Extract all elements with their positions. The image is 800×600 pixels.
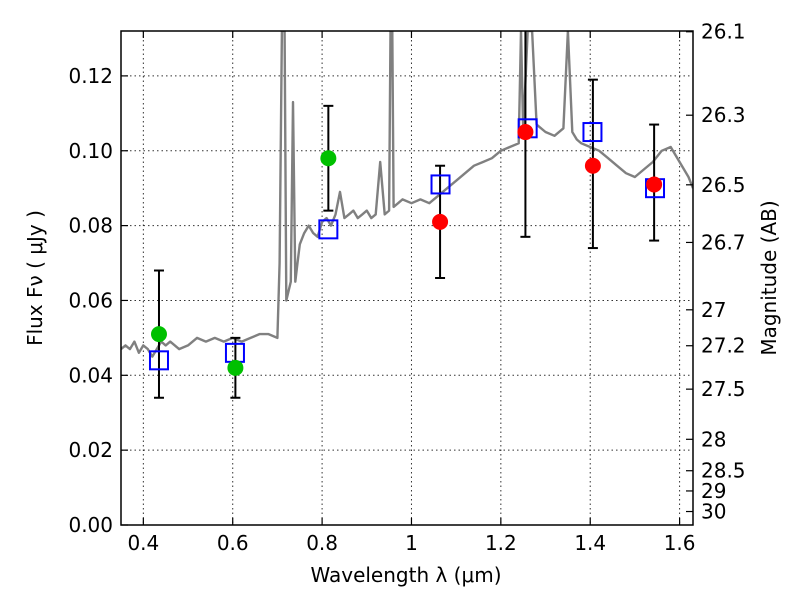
x-tick-label: 1.4 [574,531,606,555]
right-tick-label: 29 [701,479,726,503]
observed-point [320,150,337,167]
spectrum-line [121,31,693,358]
model-photometry-square [318,219,339,240]
x-tick-label: 1.6 [664,531,696,555]
right-tick-label: 26.7 [701,230,746,254]
y-tick-label: 0.02 [68,438,113,462]
x-tick-label: 0.6 [217,531,249,555]
right-tick-label: 26.5 [701,173,746,197]
right-tick-label: 28 [701,427,726,451]
y-tick-label: 0.10 [68,139,113,163]
model-photometry-square [148,350,169,371]
y-tick-label: 0.04 [68,363,113,387]
right-tick-label: 28.5 [701,459,746,483]
model-photometry-square [582,122,603,143]
observed-point [227,359,244,376]
axes-ticks: 0.4 0.6 0.8 1 1.2 1.4 1.6 0.00 0.02 0.04 0.06 0.08 0… [68,20,745,555]
right-tick-label: 27.5 [701,377,746,401]
observed-point [646,176,663,193]
observed-point [517,124,534,141]
plot-area [121,31,693,399]
x-tick-label: 1 [405,531,418,555]
x-axis-label: Wavelength λ (μm) [310,563,501,587]
y-tick-label: 0.06 [68,288,113,312]
y-axis-right-label: Magnitude (AB) [757,200,781,355]
y-axis-label: Flux Fν ( μJy ) [23,210,47,346]
right-tick-label: 27.2 [701,334,746,358]
y-tick-label: 0.00 [68,513,113,537]
right-tick-label: 26.1 [701,20,746,44]
observed-point [150,326,167,343]
model-photometry-square [430,174,451,195]
x-tick-label: 0.8 [306,531,338,555]
x-tick-label: 0.4 [127,531,159,555]
observed-point [584,157,601,174]
x-tick-label: 1.2 [485,531,517,555]
observed-point [432,213,449,230]
y-tick-label: 0.12 [68,64,113,88]
right-tick-label: 26.3 [701,103,746,127]
right-tick-label: 30 [701,500,726,524]
right-tick-label: 27 [701,298,726,322]
y-tick-label: 0.08 [68,214,113,238]
plot-frame [120,30,694,526]
